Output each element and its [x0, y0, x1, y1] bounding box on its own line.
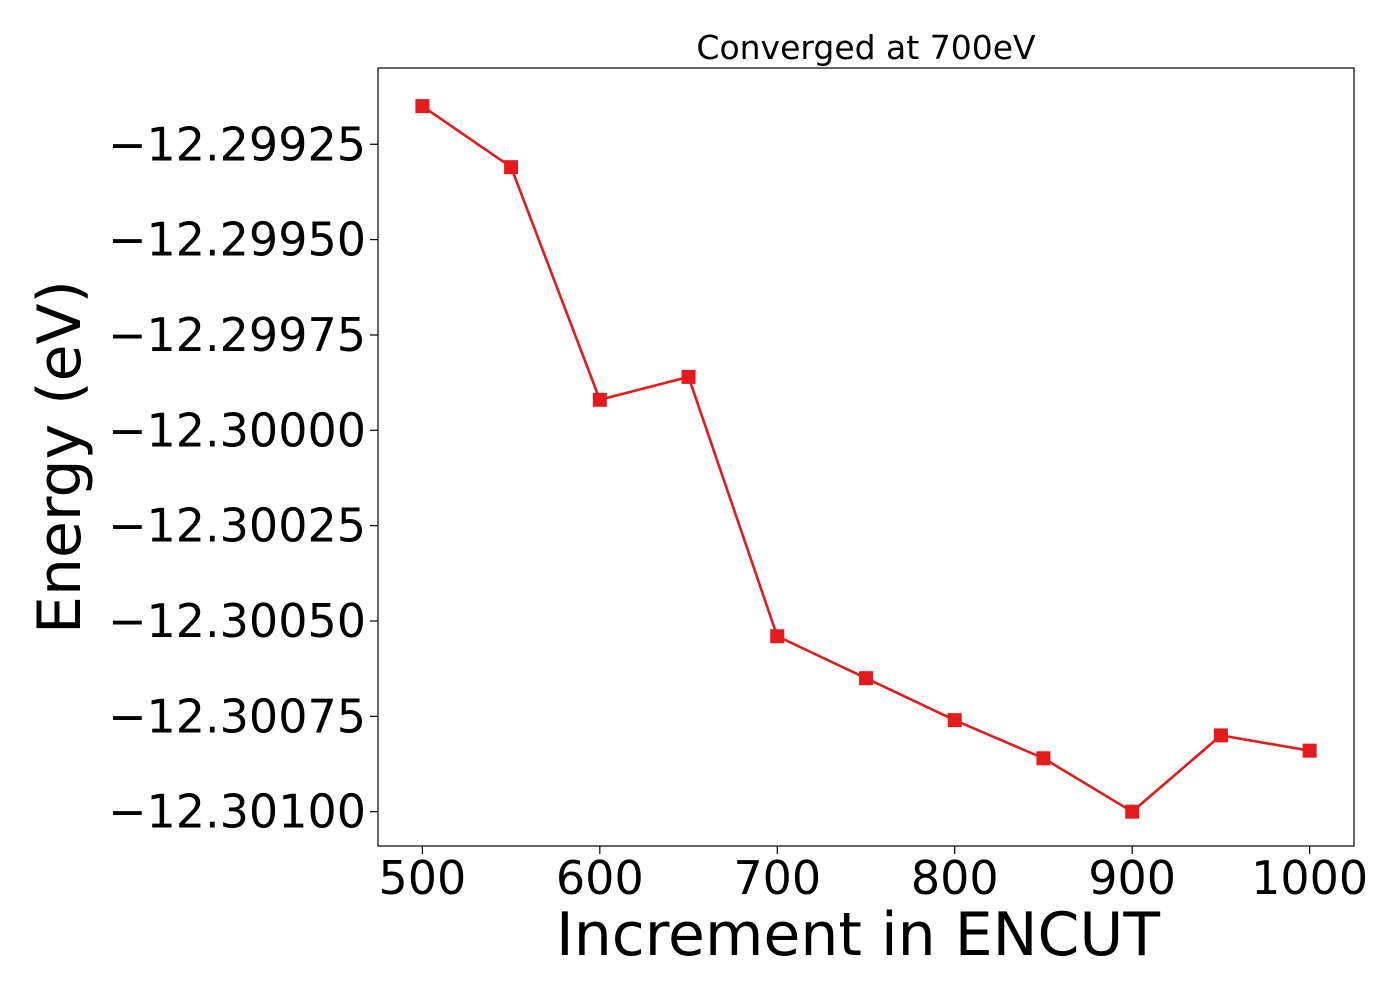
data-point — [1125, 804, 1140, 819]
x-tick-label: 800 — [911, 851, 999, 905]
x-tick-label: 600 — [556, 851, 644, 905]
data-point — [859, 671, 873, 686]
data-point — [681, 369, 696, 384]
y-tick-label: −12.29925 — [108, 117, 366, 171]
x-tick-label: 700 — [733, 851, 821, 905]
x-axis-ticks: 500 600 700 800 900 1000 — [378, 846, 1368, 905]
data-point — [770, 629, 785, 644]
data-point — [1036, 751, 1051, 766]
data-point — [1302, 743, 1317, 758]
x-tick-label: 1000 — [1251, 851, 1368, 905]
plot-series — [415, 99, 1317, 819]
data-point — [415, 99, 430, 114]
plot-area-frame — [377, 67, 1355, 847]
chart-title: Converged at 700eV — [696, 28, 1036, 67]
y-axis-label: Energy (eV) — [25, 280, 95, 634]
data-point — [504, 160, 519, 175]
y-tick-label: −12.30025 — [108, 499, 366, 553]
x-axis-label: Increment in ENCUT — [556, 900, 1160, 970]
data-point — [947, 713, 962, 728]
y-tick-label: −12.30050 — [108, 594, 366, 648]
data-point — [592, 392, 607, 407]
x-tick-label: 500 — [378, 851, 466, 905]
y-tick-label: −12.30100 — [108, 785, 366, 839]
data-point — [1213, 728, 1228, 743]
y-tick-label: −12.30075 — [108, 689, 366, 743]
x-tick-label: 900 — [1088, 851, 1176, 905]
y-axis-ticks: −12.29925 −12.29950 −12.29975 −12.30000 −12.… — [108, 117, 378, 839]
y-tick-label: −12.29975 — [108, 308, 366, 362]
y-tick-label: −12.30000 — [108, 403, 366, 457]
y-tick-label: −12.29950 — [108, 213, 366, 267]
